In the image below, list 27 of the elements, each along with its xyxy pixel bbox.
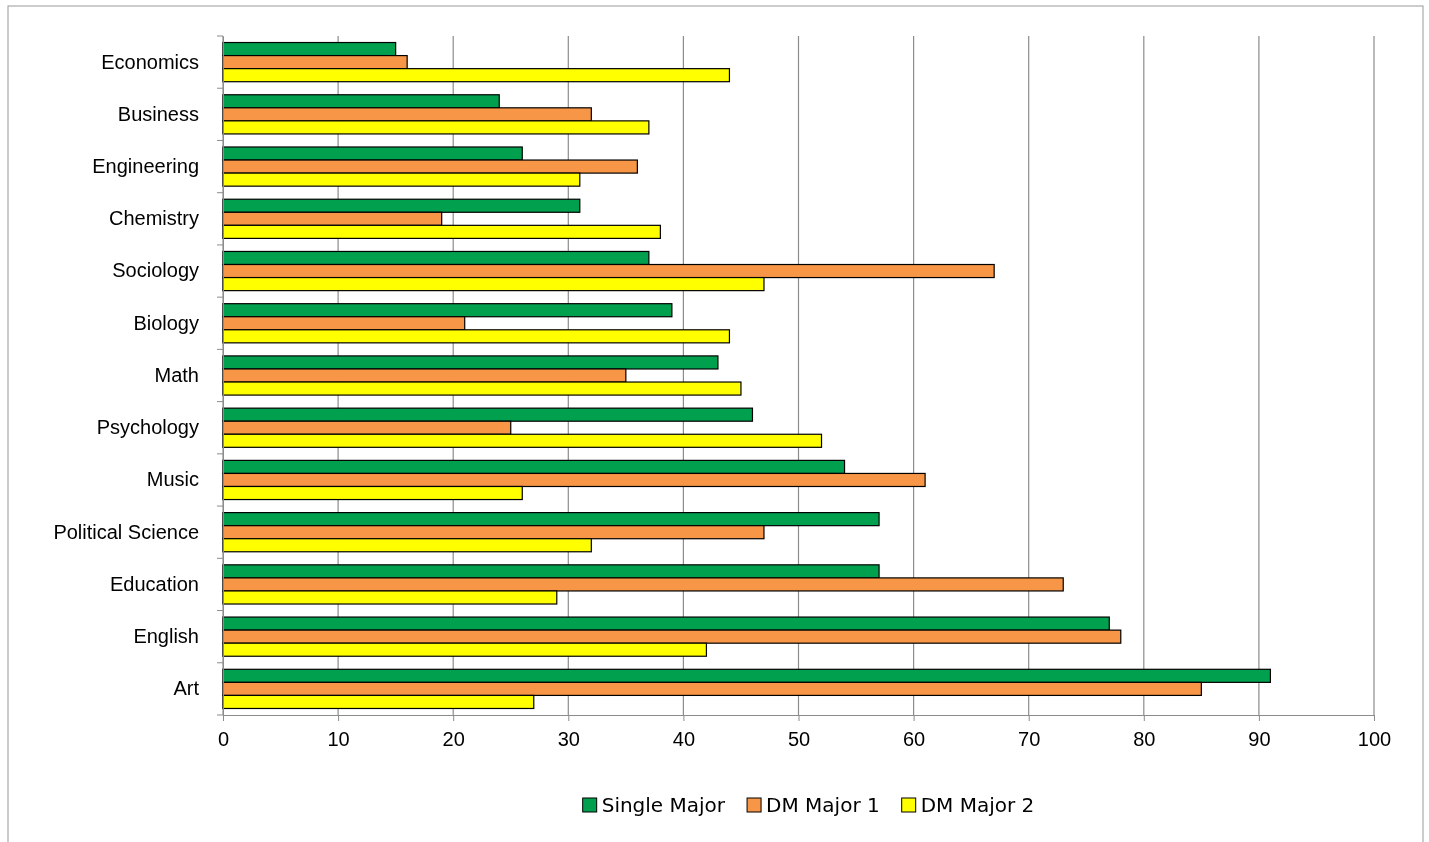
x-tick-label: 90 [1248, 728, 1271, 750]
y-tick-label: Political Science [53, 520, 199, 543]
y-tick-label: Music [146, 468, 199, 491]
x-tick-label: 0 [217, 728, 230, 750]
legend-label: Single Major [601, 793, 726, 817]
y-tick-label: Business [117, 102, 199, 125]
y-tick-label: Art [173, 677, 200, 700]
x-tick-label: 60 [902, 728, 926, 750]
x-tick-label: 40 [672, 728, 696, 750]
y-tick-label: Sociology [112, 259, 199, 282]
x-tick-label: 20 [442, 728, 465, 750]
y-tick-label: English [133, 625, 199, 648]
legend-label: DM Major 2 [920, 793, 1035, 817]
y-tick-label: Economics [101, 50, 199, 73]
x-tick-label: 100 [1357, 728, 1392, 750]
x-tick-label: 10 [327, 728, 350, 750]
x-tick-label: 50 [787, 728, 811, 750]
legend-label: DM Major 1 [766, 793, 880, 817]
y-tick-label: Biology [133, 311, 199, 334]
y-tick-label: Chemistry [108, 207, 199, 230]
x-tick-label: 70 [1018, 728, 1041, 750]
x-tick-label: 80 [1133, 728, 1156, 750]
y-tick-label: Psychology [96, 416, 199, 439]
y-tick-label: Education [110, 572, 199, 595]
x-tick-label: 30 [557, 728, 580, 750]
y-tick-label: Engineering [92, 154, 199, 177]
y-tick-label: Math [154, 363, 199, 386]
